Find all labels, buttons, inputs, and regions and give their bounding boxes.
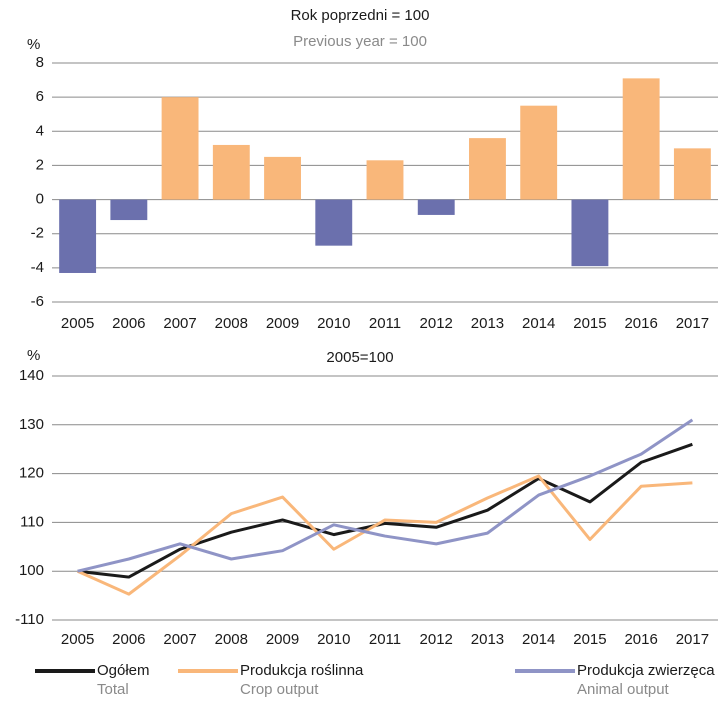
x-tick-label: 2014	[522, 631, 555, 648]
x-tick-label: 2016	[624, 631, 657, 648]
x-tick-label: 2007	[163, 631, 196, 648]
bar	[417, 199, 455, 215]
legend-sublabel: Crop output	[240, 681, 319, 698]
legend-label: Produkcja zwierzęca	[577, 662, 715, 679]
x-tick-label: 2010	[317, 631, 350, 648]
bar	[264, 156, 301, 200]
bar	[366, 160, 404, 200]
y-axis-label: %	[27, 36, 40, 53]
x-tick-label: 2012	[420, 315, 453, 332]
x-tick-label: 2008	[215, 315, 248, 332]
y-tick-label: -2	[31, 225, 44, 242]
line	[77, 418, 694, 573]
x-tick-label: 2005	[61, 315, 94, 332]
x-tick-label: 2015	[573, 631, 606, 648]
x-tick-label: 2011	[369, 631, 401, 648]
x-tick-label: 2011	[369, 315, 401, 332]
x-tick-label: 2007	[163, 315, 196, 332]
y-tick-label: 8	[36, 54, 44, 71]
chart-title: Rok poprzedni = 100	[291, 7, 430, 24]
bar	[315, 199, 353, 246]
x-tick-label: 2009	[266, 631, 299, 648]
bar	[161, 97, 199, 200]
y-tick-label: 0	[36, 191, 44, 208]
y-tick-label: 4	[36, 122, 44, 139]
x-tick-label: 2012	[420, 631, 453, 648]
x-tick-label: 2005	[61, 631, 94, 648]
x-tick-label: 2009	[266, 315, 299, 332]
x-tick-label: 2017	[676, 315, 709, 332]
x-tick-label: 2017	[676, 631, 709, 648]
y-tick-label: 130	[19, 416, 44, 433]
legend-sublabel: Animal output	[577, 681, 670, 698]
legend-label: Produkcja roślinna	[240, 662, 364, 679]
chart-subtitle: Previous year = 100	[293, 33, 427, 50]
x-tick-label: 2014	[522, 315, 555, 332]
legend-label: Ogółem	[97, 662, 150, 679]
y-tick-label: 100	[19, 562, 44, 579]
bar	[673, 148, 711, 200]
x-tick-label: 2006	[112, 631, 145, 648]
line	[77, 474, 693, 596]
x-tick-label: 2013	[471, 315, 504, 332]
y-tick-label: -4	[31, 259, 44, 276]
bar	[110, 199, 148, 221]
y-tick-label: -110	[15, 611, 44, 628]
bar	[59, 199, 97, 273]
bar	[469, 138, 506, 200]
bar	[622, 78, 660, 200]
y-tick-label: 6	[36, 88, 44, 105]
x-tick-label: 2013	[471, 631, 504, 648]
x-tick-label: 2008	[215, 631, 248, 648]
y-tick-label: -6	[31, 293, 44, 310]
line	[77, 442, 693, 579]
chart-title: 2005=100	[326, 349, 393, 366]
bar	[520, 105, 558, 200]
bar	[212, 144, 250, 200]
legend-sublabel: Total	[97, 681, 129, 698]
x-tick-label: 2015	[573, 315, 606, 332]
y-axis-label: %	[27, 347, 40, 364]
x-tick-label: 2016	[624, 315, 657, 332]
y-tick-label: 120	[19, 465, 44, 482]
x-tick-label: 2006	[112, 315, 145, 332]
bar	[571, 199, 609, 267]
y-tick-label: 2	[36, 156, 44, 173]
y-tick-label: 140	[19, 367, 44, 384]
y-tick-label: 110	[20, 513, 44, 530]
x-tick-label: 2010	[317, 315, 350, 332]
